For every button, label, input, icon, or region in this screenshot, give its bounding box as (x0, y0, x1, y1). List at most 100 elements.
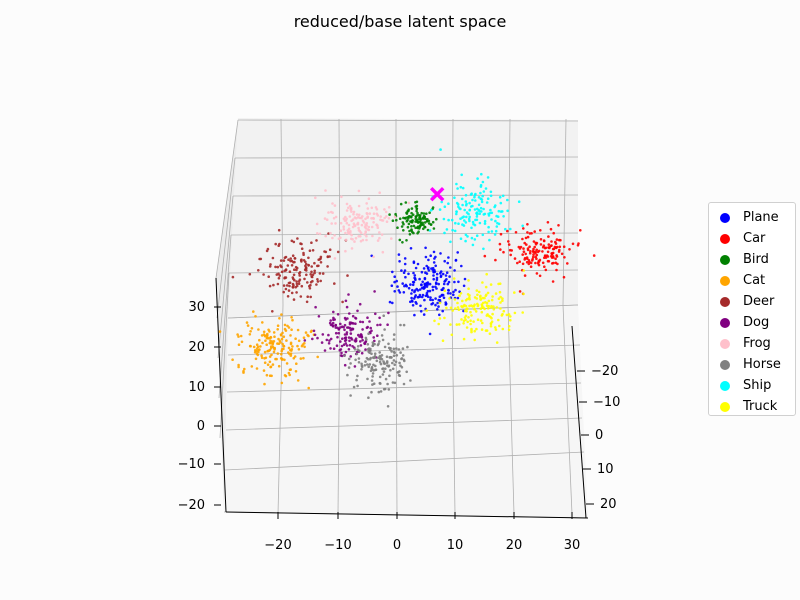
data-point (295, 284, 299, 288)
grid-line (507, 304, 515, 515)
data-point (328, 248, 332, 251)
data-point (424, 217, 427, 221)
data-point (367, 396, 370, 400)
data-point (291, 282, 295, 286)
data-point (320, 341, 324, 344)
data-point (291, 276, 295, 279)
data-point (239, 334, 243, 338)
data-point (507, 240, 510, 243)
data-point (438, 317, 442, 320)
data-point (365, 238, 368, 242)
data-point (348, 322, 352, 326)
data-point (489, 324, 493, 328)
data-point (463, 208, 467, 212)
data-point (425, 272, 429, 275)
data-point (381, 338, 385, 342)
data-point (424, 255, 428, 259)
data-point (390, 284, 394, 288)
data-point (349, 355, 353, 358)
data-point (350, 210, 353, 213)
data-point (421, 217, 425, 220)
data-point (275, 357, 278, 361)
grid-lines (215, 118, 589, 519)
data-point (434, 303, 437, 307)
data-point (264, 334, 267, 338)
data-point (344, 299, 348, 303)
data-point (287, 351, 290, 354)
data-point (400, 225, 404, 228)
data-point (391, 367, 395, 371)
data-point (544, 256, 548, 259)
data-point (303, 345, 306, 349)
data-point (431, 220, 435, 224)
data-point (537, 263, 541, 267)
grid-line (215, 119, 239, 279)
data-point (262, 273, 265, 276)
data-point (309, 273, 313, 276)
data-point (461, 299, 464, 303)
data-point (347, 232, 351, 235)
data-point (415, 214, 419, 217)
data-point (390, 356, 393, 359)
data-point (392, 359, 396, 362)
data-point (397, 253, 401, 256)
data-point (466, 235, 469, 238)
data-point (501, 299, 504, 303)
data-point (297, 282, 301, 286)
data-point (366, 207, 370, 210)
data-point (288, 284, 291, 288)
data-point (425, 220, 429, 223)
data-point (314, 305, 317, 309)
data-point (409, 379, 412, 382)
data-point (329, 323, 333, 327)
data-point (280, 313, 283, 316)
data-point (479, 294, 482, 298)
data-point (359, 320, 362, 324)
data-point (464, 304, 468, 308)
data-point (382, 314, 386, 318)
tick-labels: −20 −10 0 10 20 30 −20 −10 0 10 20 −20 −10 0 10 20 30 (178, 300, 621, 553)
y-tick-label: −20 (591, 364, 618, 379)
data-point (434, 297, 437, 300)
data-point (347, 348, 351, 351)
data-point (521, 253, 524, 256)
data-point (441, 293, 445, 297)
data-point (423, 225, 426, 229)
data-point (490, 230, 494, 233)
grid-line (227, 304, 579, 319)
data-point (231, 358, 234, 362)
data-point (434, 282, 438, 286)
data-point (459, 237, 463, 240)
data-point (557, 250, 561, 253)
data-point (437, 305, 440, 308)
x-tick-label: 10 (447, 538, 464, 553)
x-tick-label: −20 (264, 538, 291, 553)
data-point (392, 338, 396, 341)
data-point (326, 265, 329, 268)
data-point (280, 270, 284, 274)
data-point (462, 215, 466, 218)
data-point (281, 357, 284, 361)
data-point (388, 300, 392, 304)
data-point (501, 194, 505, 198)
data-point (296, 328, 300, 332)
data-point (429, 298, 432, 302)
data-point (467, 279, 470, 282)
data-point (369, 349, 372, 352)
legend-item-cat: Cat (709, 270, 795, 291)
data-point (469, 319, 472, 323)
data-point (450, 218, 454, 222)
data-point (282, 345, 286, 348)
data-point (461, 203, 464, 207)
data-point (287, 346, 291, 350)
data-point (502, 309, 506, 313)
data-point (499, 210, 503, 213)
data-point (307, 263, 310, 267)
data-point (548, 246, 551, 250)
data-point (376, 334, 379, 338)
data-point (404, 275, 407, 279)
data-point (257, 350, 260, 354)
data-point (506, 209, 509, 213)
data-point (305, 273, 308, 277)
data-point (494, 219, 497, 223)
